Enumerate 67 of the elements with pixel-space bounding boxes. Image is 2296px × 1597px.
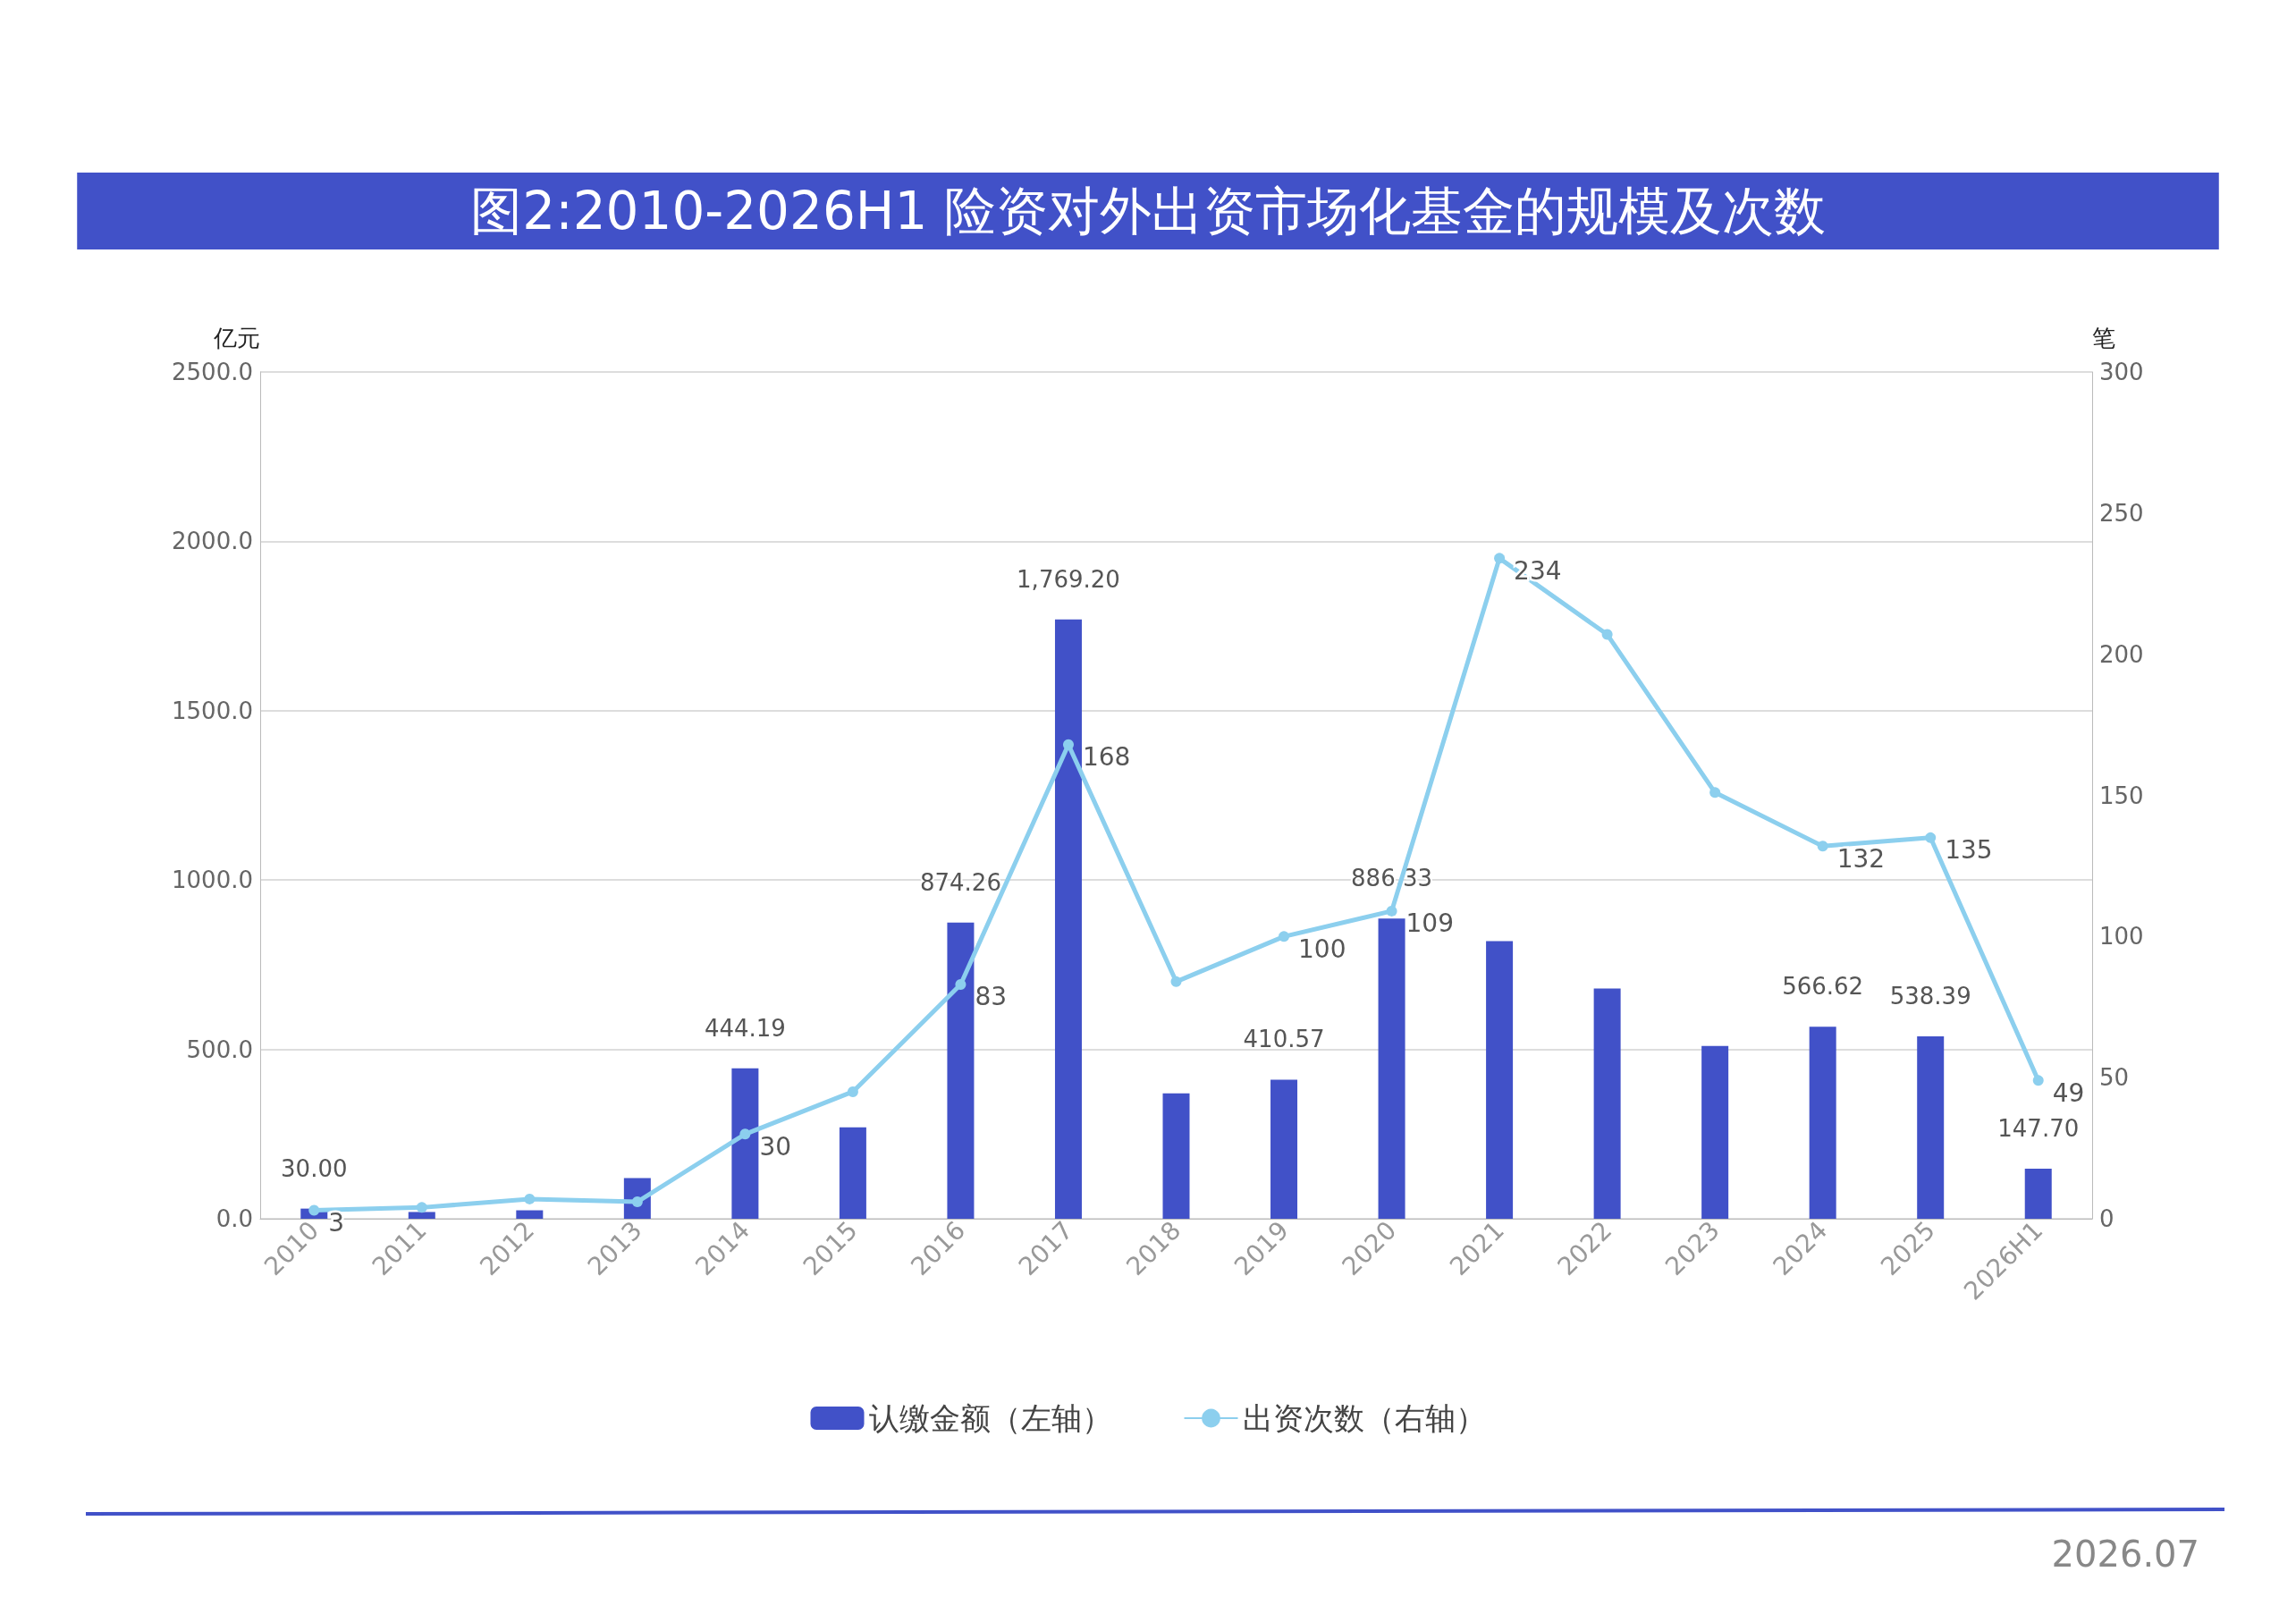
y-tick-label: 2500.0: [172, 359, 253, 385]
bar: [2024, 1169, 2052, 1219]
point: [1170, 976, 1182, 987]
point: [1279, 931, 1290, 942]
bar: [1593, 988, 1621, 1219]
data-label: 147.70: [1997, 1115, 2080, 1143]
point: [1817, 841, 1828, 852]
data-label: 874.26: [919, 868, 1001, 896]
point: [955, 979, 967, 990]
data-label: 1,769.20: [1017, 565, 1120, 593]
point: [1601, 629, 1613, 640]
y2-tick-label: 100: [2099, 923, 2144, 951]
data-label: 135: [1945, 835, 1993, 866]
y2-tick-label: 250: [2099, 499, 2144, 527]
point: [739, 1128, 751, 1140]
point: [308, 1204, 320, 1216]
data-label: 168: [1082, 742, 1131, 773]
bar: [947, 922, 975, 1219]
chart-title: 图2:2010-2026H1 险资对外出资市场化基金的规模及次数: [470, 181, 1826, 241]
y-tick-label: 1000.0: [172, 866, 253, 894]
bar: [1162, 1093, 1190, 1219]
y-tick-label: 500.0: [186, 1035, 253, 1063]
bar: [839, 1127, 866, 1219]
bar: [1809, 1027, 1836, 1219]
point: [524, 1193, 536, 1204]
point: [2032, 1075, 2044, 1086]
bar: [731, 1068, 759, 1219]
point: [1925, 832, 1937, 843]
y2-tick-label: 50: [2099, 1064, 2130, 1092]
point: [847, 1086, 858, 1097]
point: [1709, 787, 1721, 798]
bar: [408, 1212, 435, 1219]
text: 2026.07: [2051, 1534, 2200, 1575]
bar: [1701, 1045, 1729, 1219]
data-label: 444.19: [704, 1014, 786, 1042]
data-label: 132: [1836, 843, 1886, 874]
y2-tick-label: 300: [2099, 359, 2144, 385]
y-tick-label: 0.0: [215, 1205, 253, 1232]
bar: [1486, 941, 1514, 1219]
y2-tick-label: 150: [2099, 782, 2144, 809]
y2-tick-label: 0: [2099, 1205, 2115, 1232]
bar: [1917, 1036, 1945, 1219]
data-label: 83: [975, 982, 1008, 1012]
bar: [516, 1210, 544, 1219]
data-label: 566.62: [1782, 973, 1864, 1001]
y2-axis-title: 笔: [2092, 325, 2115, 351]
data-label: 109: [1405, 908, 1455, 939]
data-label: 49: [2052, 1077, 2085, 1108]
point: [1494, 553, 1506, 564]
y-axis-title: 亿元: [213, 325, 260, 351]
point: [416, 1202, 427, 1213]
y-tick-label: 1500.0: [172, 697, 253, 724]
data-label: 100: [1298, 934, 1346, 964]
bar: [1378, 918, 1405, 1219]
data-label: 410.57: [1243, 1026, 1325, 1053]
y2-tick-label: 200: [2099, 640, 2144, 668]
data-label: 30: [759, 1131, 792, 1162]
y-tick-label: 2000.0: [172, 528, 253, 555]
bar: [1054, 619, 1082, 1219]
data-label: 30.00: [281, 1154, 348, 1182]
data-label: 3: [328, 1208, 345, 1238]
bar: [1270, 1079, 1298, 1219]
legend-label: 出资次数（右轴）: [1242, 1400, 1486, 1436]
legend-label: 认缴金额（左轴）: [868, 1400, 1112, 1436]
point: [1386, 905, 1397, 917]
data-label: 234: [1514, 555, 1562, 586]
data-label: 538.39: [1889, 983, 1971, 1010]
